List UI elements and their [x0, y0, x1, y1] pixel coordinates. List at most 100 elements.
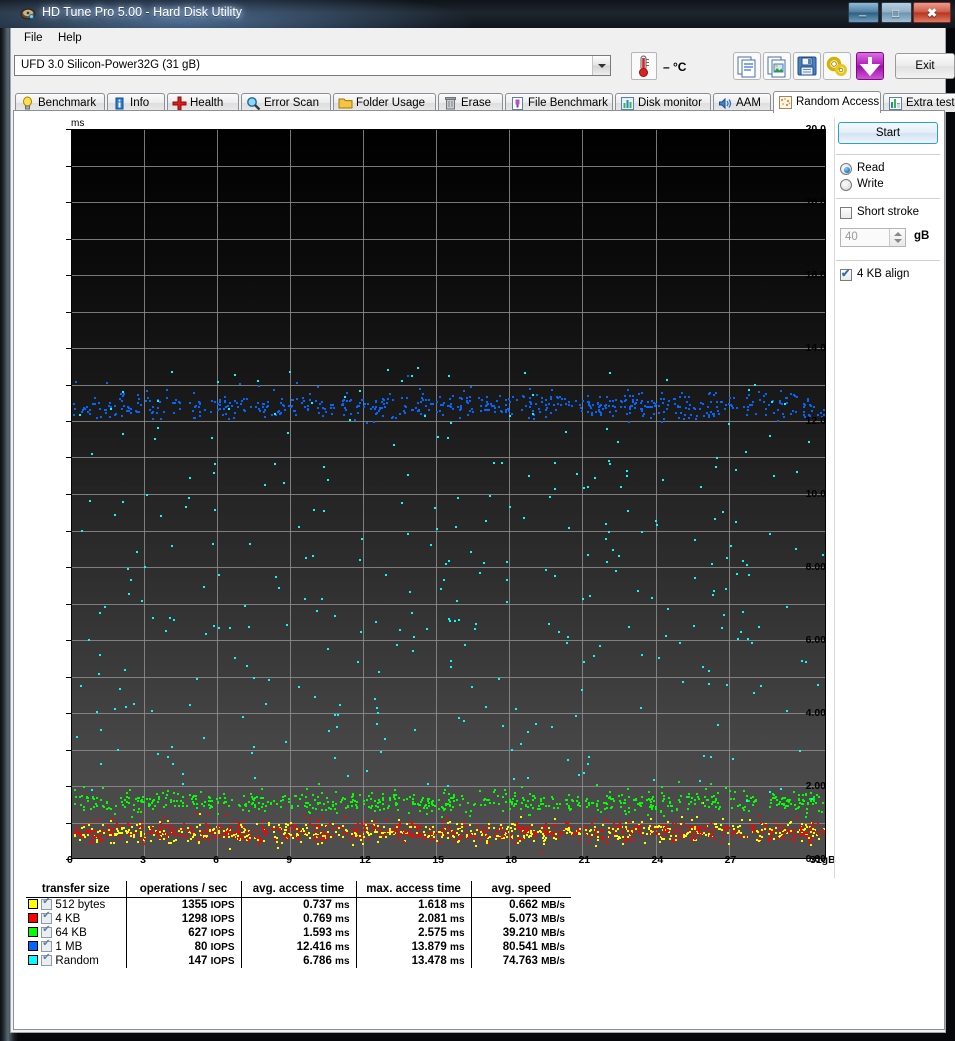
series-visibility-checkbox[interactable] [41, 938, 53, 952]
close-button[interactable]: ✖ [913, 2, 951, 23]
chart-data-point [126, 410, 128, 412]
chart-data-point [272, 828, 274, 830]
chart-data-point [324, 408, 326, 410]
short-stroke-value: 40 [845, 231, 858, 243]
chart-data-point [568, 527, 570, 529]
chart-data-point [730, 404, 732, 406]
chart-data-point [243, 826, 245, 828]
tab-aam[interactable]: AAM [713, 93, 771, 112]
chart-data-point [223, 830, 225, 832]
chart-data-point [94, 830, 96, 832]
series-visibility-checkbox[interactable] [41, 910, 53, 924]
chart-data-point [387, 398, 389, 400]
series-visibility-checkbox[interactable] [41, 952, 53, 966]
chart-data-point [442, 404, 444, 406]
chart-data-point [246, 835, 248, 837]
tab-file-benchmark[interactable]: File Benchmark [505, 93, 613, 112]
tab-benchmark[interactable]: Benchmark [15, 93, 105, 112]
chart-data-point [661, 392, 663, 394]
chart-data-point [514, 792, 516, 794]
tab-error-scan[interactable]: Error Scan [241, 93, 331, 112]
chart-data-point [339, 704, 341, 706]
chart-data-point [298, 831, 300, 833]
chart-data-point [577, 804, 579, 806]
chart-data-point [737, 638, 739, 640]
copy-text-icon[interactable] [733, 52, 761, 80]
chart-data-point [514, 842, 516, 844]
chart-data-point [786, 606, 788, 608]
radio-write-icon[interactable] [840, 179, 852, 191]
chart-data-point [710, 835, 712, 837]
drive-select[interactable]: UFD 3.0 Silicon-Power32G (31 gB) [14, 55, 611, 76]
chart-data-point [608, 460, 610, 462]
chart-data-point [427, 836, 429, 838]
chart-data-point [568, 829, 570, 831]
tab-random-access[interactable]: Random Access [773, 91, 881, 113]
chart-data-point [264, 834, 266, 836]
row-label-cell[interactable]: 4 KB [26, 910, 126, 926]
chart-data-point [655, 808, 657, 810]
series-visibility-checkbox[interactable] [41, 896, 53, 910]
chevron-down-icon[interactable] [592, 56, 610, 75]
minimize-button[interactable]: ─ [848, 2, 879, 23]
row-label-cell[interactable]: 1 MB [26, 938, 126, 954]
chart-data-point [488, 799, 490, 801]
maximize-button[interactable]: □ [881, 2, 912, 23]
spinner-up-icon[interactable] [894, 232, 902, 236]
chart-data-point [223, 802, 225, 804]
chart-data-point [660, 398, 662, 400]
chart-data-point [605, 802, 607, 804]
tab-disk-monitor[interactable]: Disk monitor [615, 93, 711, 112]
tab-folder-usage[interactable]: Folder Usage [333, 93, 436, 112]
row-label-cell[interactable]: 512 bytes [26, 896, 126, 913]
row-label-cell[interactable]: 64 KB [26, 924, 126, 940]
tab-extra-tests[interactable]: Extra tests [883, 93, 955, 112]
chart-data-point [529, 814, 531, 816]
chart-gridline-horizontal [71, 604, 826, 605]
chart-data-point [116, 828, 118, 830]
tab-health[interactable]: Health [167, 93, 239, 112]
chart-data-point [334, 714, 336, 716]
chart-data-point [545, 569, 547, 571]
chart-data-point [607, 820, 609, 822]
short-stroke-input[interactable]: 40 [840, 228, 906, 247]
short-stroke-checkbox-icon[interactable] [840, 207, 852, 219]
down-arrow-icon[interactable] [856, 52, 884, 80]
align-checkbox-icon[interactable] [840, 267, 852, 281]
spinner-buttons[interactable] [889, 229, 905, 246]
copy-image-icon[interactable] [763, 52, 791, 80]
row-label-cell[interactable]: Random [26, 952, 126, 968]
gears-icon[interactable] [823, 52, 851, 80]
unit: MB/s [541, 956, 565, 967]
chart-data-point [600, 829, 602, 831]
tab-info[interactable]: Info [107, 93, 165, 112]
chart-data-point [165, 630, 167, 632]
menu-help[interactable]: Help [53, 31, 87, 45]
start-button[interactable]: Start [838, 122, 938, 144]
radio-read-icon[interactable] [840, 163, 852, 175]
chart-data-point [346, 830, 348, 832]
floppy-save-icon[interactable] [793, 52, 821, 80]
chart-data-point [686, 401, 688, 403]
chart-data-point [335, 831, 337, 833]
series-visibility-checkbox[interactable] [41, 924, 53, 938]
chart-data-point [439, 396, 441, 398]
menu-file[interactable]: File [19, 31, 48, 45]
chart-data-point [204, 409, 206, 411]
exit-button[interactable]: Exit [895, 53, 955, 79]
chart-data-point [425, 826, 427, 828]
chart-data-point [175, 839, 177, 841]
x-axis-tick-label: 21 [578, 854, 591, 866]
spinner-down-icon[interactable] [894, 239, 902, 243]
chart-data-point [426, 807, 428, 809]
chart-data-point [352, 795, 354, 797]
chart-data-point [635, 826, 637, 828]
chart-data-point [578, 833, 580, 835]
chart-data-point [76, 736, 78, 738]
tab-erase[interactable]: Erase [438, 93, 503, 112]
